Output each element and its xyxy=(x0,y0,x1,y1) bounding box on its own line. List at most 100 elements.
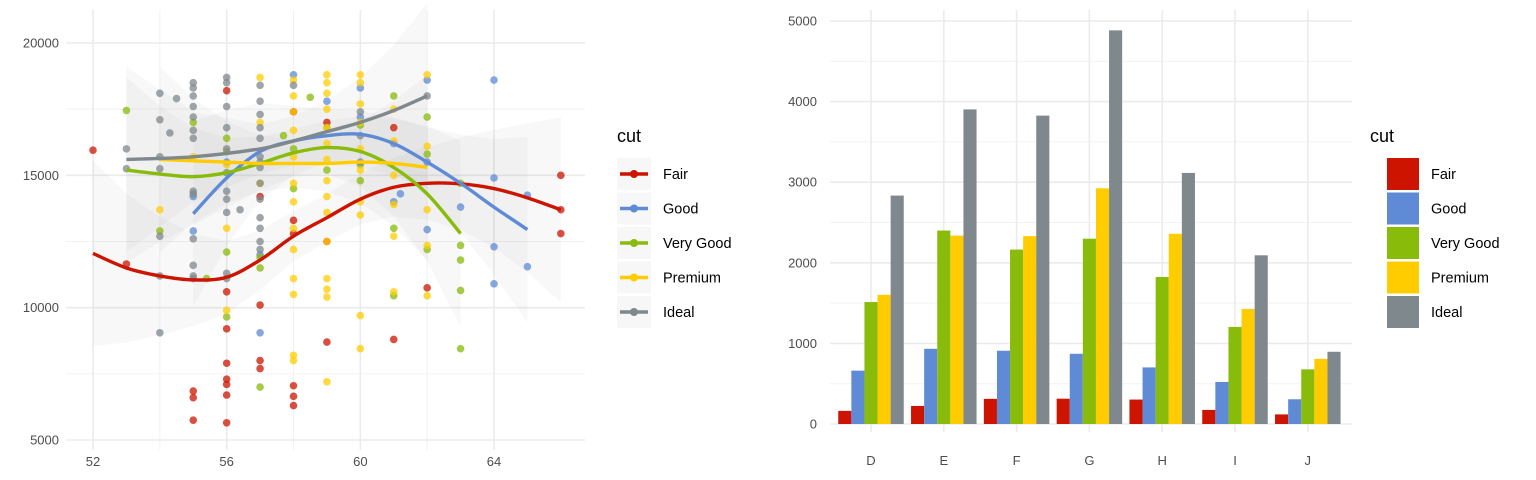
data-point xyxy=(423,76,431,84)
data-point xyxy=(289,70,298,79)
data-point xyxy=(306,93,315,102)
bar-I-very-good xyxy=(1228,326,1242,424)
data-point xyxy=(222,418,231,427)
data-point xyxy=(557,171,565,180)
bar-H-fair xyxy=(1129,399,1143,424)
data-point xyxy=(289,290,298,299)
data-point xyxy=(323,139,331,148)
data-point xyxy=(456,256,465,264)
bar-F-good xyxy=(996,350,1011,424)
data-point xyxy=(156,227,164,235)
bar-E-ideal xyxy=(963,109,977,424)
data-point xyxy=(256,73,264,82)
bar-legend: cut Fair Good Very Good Premium Ideal xyxy=(1370,126,1500,328)
data-point xyxy=(222,313,231,321)
y-tick-label: 2000 xyxy=(788,255,817,270)
bar-D-good xyxy=(851,370,865,424)
confidence-band xyxy=(126,3,428,253)
data-point xyxy=(356,176,365,185)
data-point xyxy=(279,131,288,140)
data-point xyxy=(490,174,498,182)
bar-J-good xyxy=(1288,399,1302,424)
data-point xyxy=(323,166,331,174)
data-point xyxy=(423,150,431,158)
data-point xyxy=(222,145,231,153)
bar-I-good xyxy=(1215,381,1229,424)
bar-J-very-good xyxy=(1301,369,1315,424)
data-point xyxy=(289,401,298,410)
data-point xyxy=(289,81,298,90)
data-point xyxy=(256,195,264,203)
y-tick-label: 5000 xyxy=(30,433,59,448)
data-point xyxy=(423,205,431,214)
legend-label: Premium xyxy=(1431,271,1489,287)
legend-label: Very Good xyxy=(1431,236,1500,252)
data-point xyxy=(289,356,298,365)
bar-F-fair xyxy=(983,398,997,424)
bar-I-fair xyxy=(1202,409,1216,424)
y-tick-label: 1000 xyxy=(788,336,817,351)
x-tick-label: 60 xyxy=(353,454,367,469)
data-point xyxy=(389,232,398,241)
data-point xyxy=(236,205,244,214)
data-point xyxy=(323,377,331,386)
legend-swatch xyxy=(1387,261,1419,294)
x-tick-label: G xyxy=(1084,453,1094,468)
data-point xyxy=(222,208,231,217)
data-point xyxy=(323,237,331,246)
data-point xyxy=(256,364,264,373)
data-point xyxy=(323,192,331,201)
legend-point-key xyxy=(630,170,638,178)
data-point xyxy=(256,356,264,365)
data-point xyxy=(456,241,465,250)
bar-D-fair xyxy=(838,410,852,424)
data-point xyxy=(89,146,97,154)
data-point xyxy=(222,224,231,233)
data-point xyxy=(256,329,264,337)
data-point xyxy=(222,391,231,399)
data-point xyxy=(222,375,231,383)
legend-point-key xyxy=(630,308,638,316)
data-point xyxy=(256,245,264,254)
legend-point-key xyxy=(630,273,638,282)
data-point xyxy=(156,164,164,173)
data-point xyxy=(256,110,264,119)
bar-D-very-good xyxy=(864,302,878,424)
data-point xyxy=(356,70,365,79)
data-point xyxy=(222,73,231,82)
data-point xyxy=(323,208,331,217)
legend-label: Good xyxy=(663,202,698,218)
data-point xyxy=(256,134,264,143)
bar-E-very-good xyxy=(937,230,951,424)
data-point xyxy=(189,102,198,111)
y-tick-label: 5000 xyxy=(788,14,817,29)
data-point xyxy=(456,344,465,353)
bar-J-ideal xyxy=(1327,351,1341,424)
data-point xyxy=(189,126,198,135)
smooth-line-very-good xyxy=(126,145,462,235)
data-point xyxy=(289,216,298,225)
confidence-band xyxy=(126,77,461,327)
data-point xyxy=(423,70,431,79)
data-point xyxy=(323,293,331,301)
bar-H-good xyxy=(1142,367,1156,424)
bar-F-premium xyxy=(1023,236,1037,424)
legend-label: Ideal xyxy=(663,305,694,321)
x-tick-label: 64 xyxy=(487,454,501,469)
y-tick-label: 20000 xyxy=(23,36,59,51)
data-point xyxy=(356,108,365,116)
data-point xyxy=(256,123,264,132)
data-point xyxy=(222,86,231,95)
data-point xyxy=(289,274,298,283)
bar-H-very-good xyxy=(1155,276,1169,424)
x-tick-label: J xyxy=(1305,453,1312,468)
bar-J-premium xyxy=(1314,358,1328,424)
x-tick-label: I xyxy=(1233,453,1237,468)
data-point xyxy=(323,118,331,127)
data-point xyxy=(389,92,398,100)
data-point xyxy=(122,106,131,115)
data-point xyxy=(222,187,231,196)
x-tick-label: F xyxy=(1013,453,1021,468)
legend-label: Fair xyxy=(663,167,688,183)
data-point xyxy=(189,134,198,143)
